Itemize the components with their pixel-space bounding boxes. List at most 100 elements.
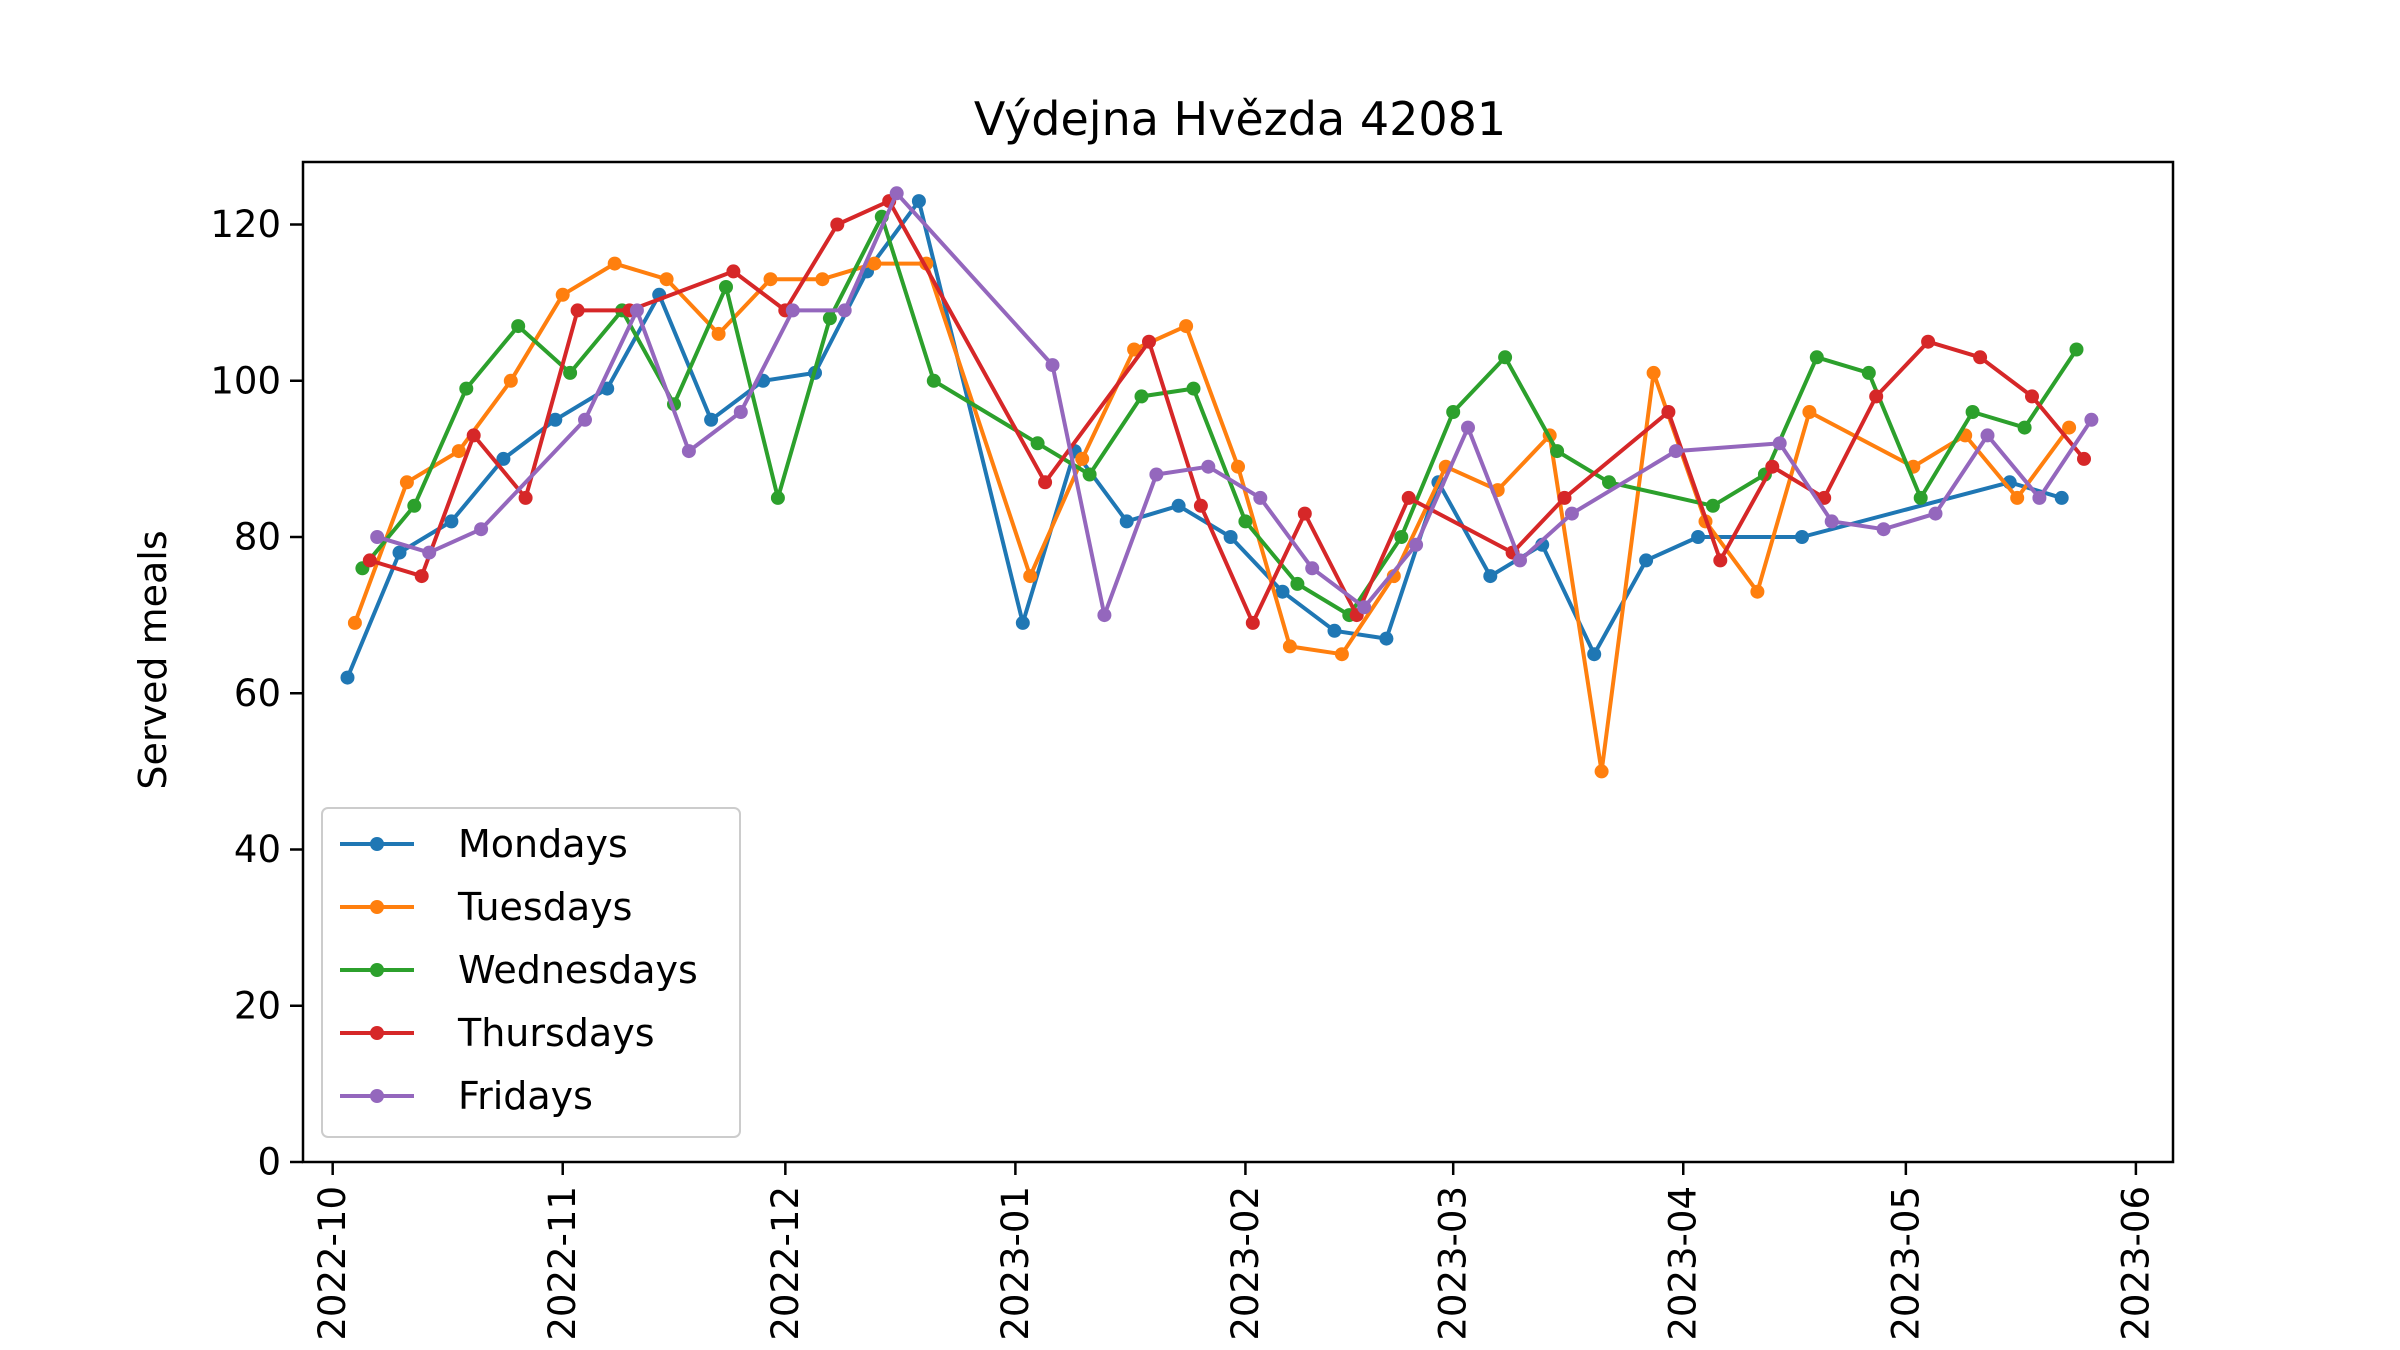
data-point-tuesdays: [347, 615, 362, 630]
data-point-tuesdays: [1075, 451, 1090, 466]
data-point-fridays: [1564, 506, 1579, 521]
data-point-wednesdays: [719, 280, 733, 294]
legend-marker-tuesdays: [370, 900, 384, 914]
data-point-thursdays: [830, 217, 845, 232]
data-point-wednesdays: [407, 498, 422, 513]
data-point-mondays: [1119, 514, 1134, 529]
data-point-tuesdays: [711, 326, 726, 341]
data-point-tuesdays: [451, 444, 466, 459]
data-point-thursdays: [726, 264, 741, 279]
data-point-thursdays: [570, 303, 585, 318]
x-tick-label: 2022-11: [541, 1186, 584, 1341]
data-point-mondays: [1587, 647, 1602, 662]
data-point-thursdays: [1869, 389, 1884, 404]
data-point-thursdays: [1661, 405, 1676, 419]
data-point-thursdays: [1401, 490, 1416, 505]
data-point-tuesdays: [399, 475, 414, 490]
data-point-fridays: [1668, 444, 1683, 459]
data-point-thursdays: [1245, 615, 1260, 630]
data-point-thursdays: [1765, 459, 1780, 474]
data-point-tuesdays: [815, 272, 830, 287]
data-point-fridays: [785, 303, 800, 318]
data-point-thursdays: [2025, 389, 2039, 404]
data-point-mondays: [1275, 584, 1290, 599]
data-point-wednesdays: [1965, 405, 1980, 419]
data-point-thursdays: [1713, 553, 1728, 568]
data-point-fridays: [1772, 436, 1787, 451]
legend-label-fridays: Fridays: [458, 1074, 593, 1118]
legend-box: [321, 807, 741, 1138]
data-point-wednesdays: [1134, 389, 1149, 404]
data-point-tuesdays: [1023, 569, 1038, 584]
data-point-wednesdays: [1705, 498, 1720, 513]
data-point-tuesdays: [2062, 420, 2077, 435]
data-point-fridays: [1980, 428, 1995, 443]
data-point-wednesdays: [1498, 350, 1513, 365]
legend-marker-mondays: [370, 837, 384, 851]
x-tick-label: 2022-10: [311, 1186, 354, 1341]
data-point-wednesdays: [511, 319, 526, 334]
data-point-fridays: [629, 303, 644, 318]
data-point-wednesdays: [459, 381, 474, 396]
data-point-tuesdays: [763, 272, 778, 287]
data-point-tuesdays: [1334, 647, 1349, 662]
data-point-fridays: [578, 412, 592, 427]
data-point-thursdays: [414, 569, 429, 584]
series-thursdays: [362, 194, 2091, 630]
data-point-wednesdays: [1186, 381, 1201, 396]
data-point-wednesdays: [770, 490, 785, 505]
y-axis: 0 20 40 60 80 100 120: [210, 203, 303, 1184]
legend: Mondays Tuesdays Wednesdays Thursdays Friday…: [321, 807, 741, 1138]
chart-title: Výdejna Hvězda 42081: [974, 92, 1506, 146]
data-point-tuesdays: [659, 272, 674, 287]
data-point-thursdays: [1973, 350, 1988, 365]
data-point-mondays: [444, 514, 459, 529]
y-tick-label: 20: [234, 984, 281, 1027]
data-point-thursdays: [2077, 451, 2091, 466]
legend-marker-thursdays: [370, 1026, 384, 1040]
data-point-tuesdays: [1386, 569, 1401, 584]
data-point-fridays: [1201, 459, 1216, 474]
y-tick-label: 0: [257, 1141, 281, 1184]
data-point-mondays: [1171, 498, 1186, 513]
plot-series: [340, 186, 2099, 779]
data-point-fridays: [733, 405, 748, 419]
data-point-fridays: [1409, 537, 1424, 552]
y-axis-label: Served meals: [131, 530, 175, 789]
data-point-wednesdays: [1394, 530, 1409, 544]
data-point-thursdays: [1921, 334, 1936, 349]
data-point-mondays: [1327, 623, 1342, 638]
data-point-fridays: [1513, 553, 1527, 568]
y-tick-label: 60: [234, 672, 281, 715]
data-point-wednesdays: [1602, 475, 1616, 490]
data-point-mondays: [392, 545, 407, 560]
data-point-thursdays: [1193, 498, 1208, 513]
data-point-thursdays: [1297, 506, 1312, 521]
data-point-wednesdays: [822, 311, 837, 326]
data-point-fridays: [1357, 600, 1372, 615]
legend-marker-fridays: [370, 1089, 384, 1103]
data-point-tuesdays: [867, 256, 882, 271]
data-point-mondays: [548, 412, 563, 427]
data-point-thursdays: [466, 428, 481, 443]
series-tuesdays: [347, 256, 2077, 779]
data-point-thursdays: [518, 490, 533, 505]
data-point-wednesdays: [1290, 576, 1305, 591]
data-point-fridays: [1876, 522, 1891, 537]
data-point-fridays: [422, 545, 437, 560]
data-point-mondays: [1639, 553, 1654, 568]
data-point-wednesdays: [926, 373, 941, 388]
x-axis: 2022-10 2022-11 2022-12 2023-01 2023-02 2023-…: [311, 1162, 2157, 1341]
data-point-mondays: [1379, 631, 1394, 646]
data-point-wednesdays: [1809, 350, 1824, 365]
data-point-wednesdays: [563, 365, 578, 380]
x-tick-label: 2023-02: [1224, 1186, 1267, 1341]
series-line-tuesdays: [352, 261, 2072, 774]
data-point-fridays: [837, 303, 852, 318]
data-point-fridays: [474, 522, 489, 537]
data-point-wednesdays: [1030, 436, 1045, 451]
legend-label-mondays: Mondays: [458, 822, 628, 866]
data-point-fridays: [1253, 490, 1268, 505]
data-point-thursdays: [1142, 334, 1156, 349]
